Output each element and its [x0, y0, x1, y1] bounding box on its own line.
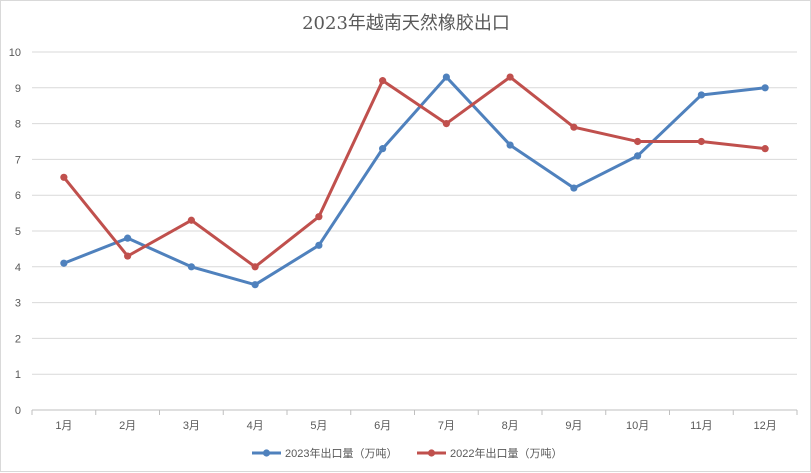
y-tick-label: 2 — [15, 333, 21, 345]
data-point — [251, 263, 259, 271]
data-point — [124, 234, 132, 242]
data-point — [506, 141, 514, 149]
legend-label: 2023年出口量（万吨） — [285, 446, 397, 460]
y-tick-label: 8 — [15, 119, 21, 131]
series-line — [62, 75, 767, 287]
legend-label: 2022年出口量（万吨） — [450, 446, 562, 460]
data-point — [761, 84, 769, 92]
data-point — [187, 216, 195, 224]
data-point — [379, 145, 387, 153]
grid-lines — [32, 51, 797, 375]
legend-item: 2022年出口量（万吨） — [417, 446, 562, 460]
data-point — [124, 252, 132, 260]
data-point — [442, 73, 450, 81]
legend-swatch-marker — [427, 449, 436, 457]
data-point — [570, 184, 578, 192]
data-point — [187, 263, 195, 271]
data-point — [570, 123, 578, 131]
chart-title: 2023年越南天然橡胶出口 — [302, 13, 510, 34]
data-point — [315, 241, 323, 249]
y-tick-label: 9 — [15, 83, 21, 95]
y-tick-label: 7 — [15, 154, 21, 166]
axes: 0 1 2 3 4 5 6 7 8 9 10 1月 2月 3月 4月 5月 6月 7月 8月 9月 10月 11月 12月 — [9, 47, 798, 432]
data-point — [697, 137, 705, 146]
data-point — [761, 145, 769, 153]
data-point — [506, 73, 514, 81]
x-tick-label: 12月 — [754, 420, 777, 432]
y-tick-label: 10 — [9, 47, 21, 59]
y-tick-label: 3 — [15, 298, 21, 310]
x-tick-label: 7月 — [438, 420, 455, 432]
data-point — [60, 259, 68, 267]
series-2 — [60, 73, 769, 271]
x-tick-label: 3月 — [183, 420, 200, 432]
series-1 — [60, 73, 769, 289]
y-tick-label: 5 — [15, 226, 21, 238]
legend-item: 2023年出口量（万吨） — [252, 446, 397, 460]
data-point — [60, 173, 68, 181]
data-point — [379, 77, 387, 85]
y-tick-label: 6 — [15, 190, 21, 202]
series-line — [62, 75, 767, 269]
data-point — [634, 152, 642, 160]
data-point — [697, 91, 705, 99]
x-tick-label: 8月 — [502, 420, 519, 432]
x-tick-label: 1月 — [55, 420, 72, 432]
x-tick-label: 2月 — [119, 420, 136, 432]
data-point — [442, 120, 450, 128]
x-tick-label: 11月 — [690, 420, 712, 432]
data-point — [251, 281, 259, 289]
x-tick-label: 9月 — [565, 420, 582, 432]
y-tick-label: 4 — [15, 262, 21, 274]
y-tick-label: 1 — [15, 369, 21, 381]
x-tick-label: 6月 — [374, 420, 391, 432]
x-tick-label: 5月 — [310, 420, 327, 432]
data-point — [315, 213, 323, 221]
legend-swatch-marker — [262, 449, 271, 457]
x-tick-label: 4月 — [247, 420, 264, 432]
y-tick-label: 0 — [15, 405, 21, 417]
data-point — [634, 137, 642, 146]
x-tick-label: 10月 — [626, 420, 649, 432]
legend: 2023年出口量（万吨） 2022年出口量（万吨） — [252, 446, 562, 460]
series-lines — [60, 73, 769, 289]
